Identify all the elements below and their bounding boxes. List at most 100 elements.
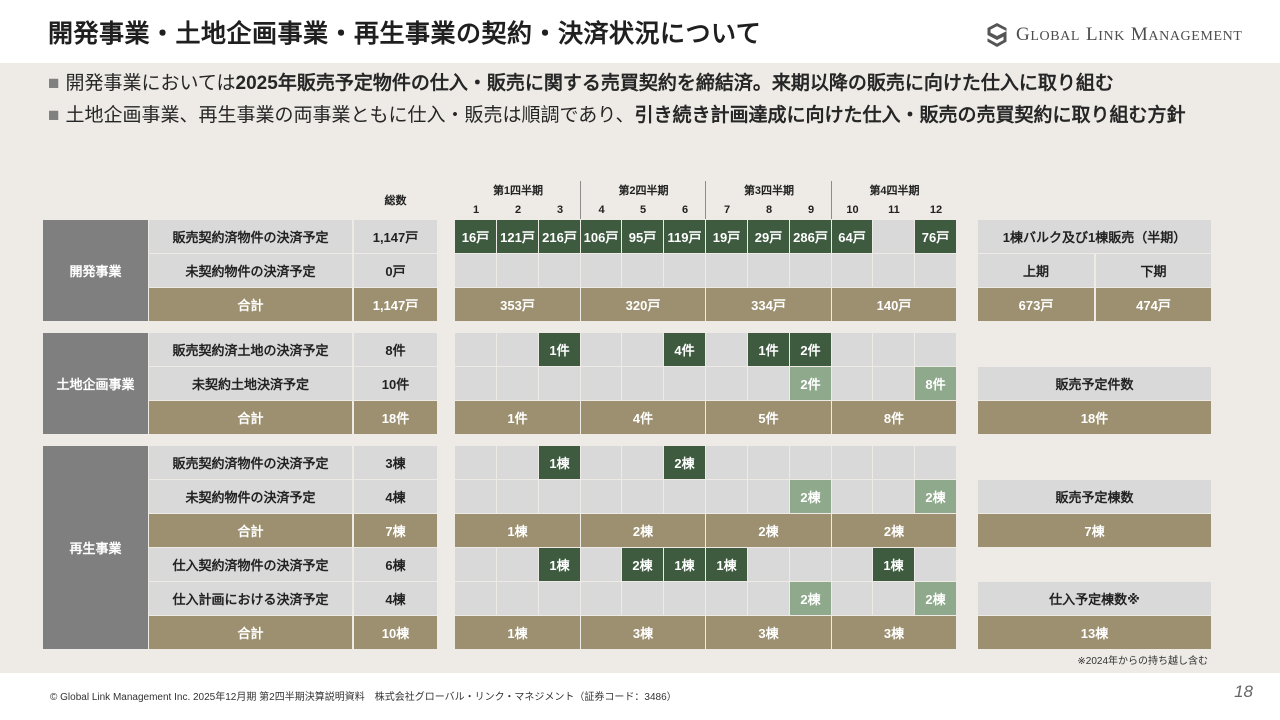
category-label: 開発事業: [43, 220, 148, 321]
footer-copyright: © Global Link Management Inc. 2025年12月期 …: [50, 692, 677, 703]
row-total: 4棟: [354, 582, 437, 615]
month-cell: [790, 548, 831, 581]
month-cell: [790, 254, 831, 287]
company-logo-icon: [987, 23, 1007, 47]
company-logo-text: GLOBAL LINK MANAGEMENT: [1016, 24, 1242, 46]
month-cell: [706, 446, 747, 479]
row-label: 仕入計画における決済予定: [149, 582, 352, 615]
quarter-total-cell: 1件: [455, 401, 580, 434]
month-cell: 1棟: [539, 446, 580, 479]
quarter-total-cell: 334戸: [706, 288, 831, 321]
month-cell: [915, 333, 956, 366]
month-cell: [873, 254, 914, 287]
row-total: 4棟: [354, 480, 437, 513]
total-column-header: 総数: [384, 195, 407, 207]
summary-cell: 販売予定件数: [978, 367, 1211, 400]
quarter-total-cell: 5件: [706, 401, 831, 434]
quarter-divider: [705, 181, 706, 219]
month-cell: [497, 480, 538, 513]
quarter-total-cell: 140戸: [832, 288, 956, 321]
month-cell: 64戸: [832, 220, 872, 253]
month-cell: [497, 333, 538, 366]
row-label: 合計: [149, 616, 352, 649]
summary-cell: 下期: [1096, 254, 1211, 287]
month-label: 9: [807, 204, 815, 216]
row-label: 販売契約済物件の決済予定: [149, 220, 352, 253]
quarter-label: 第3四半期: [743, 185, 795, 197]
month-cell: [497, 582, 538, 615]
month-cell: 95戸: [622, 220, 663, 253]
month-cell: [873, 446, 914, 479]
month-cell: [664, 480, 705, 513]
logo-word: MANAGEMENT: [1130, 24, 1243, 45]
month-label: 1: [472, 204, 480, 216]
quarter-divider: [580, 181, 581, 219]
month-cell: 2棟: [622, 548, 663, 581]
row-label: 販売契約済物件の決済予定: [149, 446, 352, 479]
month-cell: [581, 480, 621, 513]
quarter-total-cell: 2棟: [706, 514, 831, 547]
month-cell: [832, 254, 872, 287]
month-cell: 19戸: [706, 220, 747, 253]
bullet-emphasis: 2025年販売予定物件の仕入・販売に関する売買契約を締結済。来期以降の販売に向け…: [235, 73, 1114, 94]
month-cell: 106戸: [581, 220, 621, 253]
month-cell: [832, 367, 872, 400]
quarter-total-cell: 8件: [832, 401, 956, 434]
row-label: 未契約土地決済予定: [149, 367, 352, 400]
month-cell: 119戸: [664, 220, 705, 253]
quarter-label: 第2四半期: [618, 185, 669, 197]
month-label: 3: [556, 204, 564, 216]
month-label: 4: [598, 204, 605, 216]
summary-cell: 474戸: [1096, 288, 1211, 321]
month-cell: [832, 480, 872, 513]
row-total: 1,147戸: [354, 288, 437, 321]
month-cell: [748, 367, 789, 400]
row-label: 合計: [149, 514, 352, 547]
row-total: 7棟: [354, 514, 437, 547]
logo-word: GLOBAL: [1016, 24, 1080, 45]
month-cell: [622, 480, 663, 513]
bullet-item: ■ 開発事業においては2025年販売予定物件の仕入・販売に関する売買契約を締結済。…: [48, 70, 1270, 102]
quarter-total-cell: 320戸: [581, 288, 705, 321]
summary-cell: 仕入予定棟数※: [978, 582, 1211, 615]
month-cell: 2棟: [664, 446, 705, 479]
month-cell: [497, 367, 538, 400]
month-cell: 2棟: [790, 480, 831, 513]
month-cell: [915, 254, 956, 287]
month-cell: [748, 254, 789, 287]
month-cell: 2件: [790, 367, 831, 400]
month-cell: 76戸: [915, 220, 956, 253]
month-cell: [455, 254, 496, 287]
month-cell: [581, 548, 621, 581]
summary-cell: 販売予定棟数: [978, 480, 1211, 513]
month-cell: 29戸: [748, 220, 789, 253]
month-cell: [622, 367, 663, 400]
row-label: 販売契約済土地の決済予定: [149, 333, 352, 366]
month-cell: 121戸: [497, 220, 538, 253]
month-cell: [706, 333, 747, 366]
month-cell: [455, 582, 496, 615]
month-cell: 1件: [748, 333, 789, 366]
row-label: 仕入契約済物件の決済予定: [149, 548, 352, 581]
summary-cell: 18件: [978, 401, 1211, 434]
bullet-text: 土地企画事業、再生事業の両事業ともに仕入・販売は順調であり、: [65, 105, 635, 126]
month-cell: [873, 220, 914, 253]
bullet-text: 開発事業においては: [65, 73, 236, 94]
quarter-total-cell: 2棟: [581, 514, 705, 547]
table-footnote: ※2024年からの持ち越し含む: [1077, 656, 1208, 667]
month-cell: [915, 548, 956, 581]
row-total: 3棟: [354, 446, 437, 479]
quarter-label: 第4四半期: [869, 185, 920, 197]
month-cell: [748, 446, 789, 479]
month-cell: [622, 582, 663, 615]
month-cell: 2棟: [915, 480, 956, 513]
month-cell: [455, 548, 496, 581]
row-total: 18件: [354, 401, 437, 434]
month-cell: [873, 582, 914, 615]
month-cell: [622, 333, 663, 366]
month-label: 12: [929, 204, 943, 216]
summary-bullets: ■ 開発事業においては2025年販売予定物件の仕入・販売に関する売買契約を締結済。…: [48, 70, 1270, 134]
summary-cell: 1棟バルク及び1棟販売（半期）: [978, 220, 1211, 253]
row-total: 0戸: [354, 254, 437, 287]
quarter-divider: [831, 181, 832, 219]
